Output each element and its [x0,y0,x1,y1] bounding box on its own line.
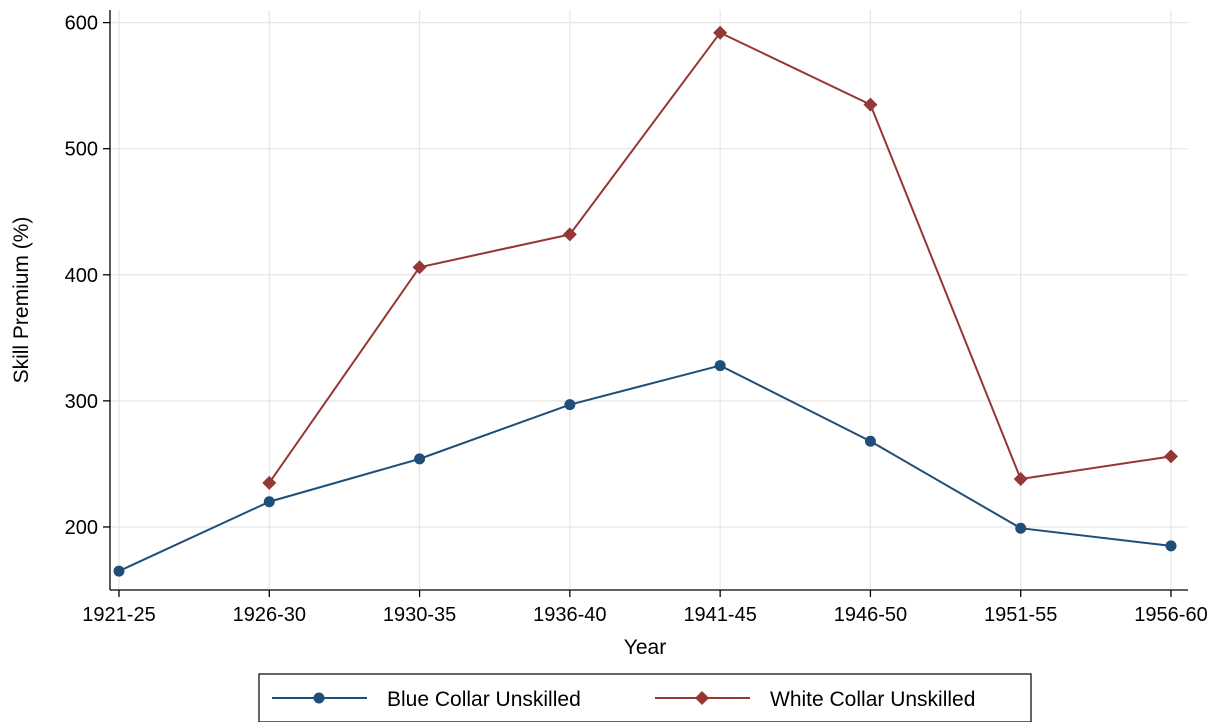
data-point [263,496,275,508]
x-tick-label: 1946-50 [834,604,907,626]
data-point [562,227,577,242]
y-axis-title: Skill Premium (%) [10,217,33,384]
x-axis-title: Year [624,636,666,659]
legend-marker [313,692,325,704]
data-point [564,399,576,411]
legend-label: White Collar Unskilled [770,688,975,711]
series-line [118,364,1172,572]
y-tick-label: 600 [65,13,98,35]
series-2 [262,25,1178,490]
data-point [713,25,728,40]
series-1 [113,360,1177,577]
axes [103,10,1188,597]
legend-box [258,673,1032,722]
data-point [714,360,726,372]
y-tick-label: 400 [65,265,98,287]
x-tick-label: 1941-45 [683,604,756,626]
y-tick-label: 300 [65,391,98,413]
x-tick-label: 1951-55 [984,604,1057,626]
legend: Blue Collar Unskilled White Collar Unskil… [258,673,1032,722]
legend-marker [695,691,709,705]
data-point [262,475,277,490]
data-point [864,435,876,447]
x-tick-label: 1926-30 [233,604,306,626]
x-tick-label: 1921-25 [82,604,155,626]
y-tick-label: 200 [65,517,98,539]
data-point [414,453,426,465]
x-tick-label: 1936-40 [533,604,606,626]
legend-item: Blue Collar Unskilled [272,688,581,711]
x-tick-label: 1930-35 [383,604,456,626]
tick-labels: 200 300 400 500 600 1921-25 1926-30 1930-35 1936… [65,13,1208,626]
legend-item: White Collar Unskilled [655,688,975,711]
data-point [1164,449,1178,464]
y-tick-label: 500 [65,139,98,161]
legend-label: Blue Collar Unskilled [387,688,581,711]
data-point [1165,540,1177,552]
x-tick-label: 1956-60 [1134,604,1207,626]
data-point [113,565,125,577]
data-point [1013,472,1028,487]
data-point [412,260,427,275]
data-point [863,97,878,112]
data-point [1015,522,1027,534]
series-layer [113,25,1178,577]
